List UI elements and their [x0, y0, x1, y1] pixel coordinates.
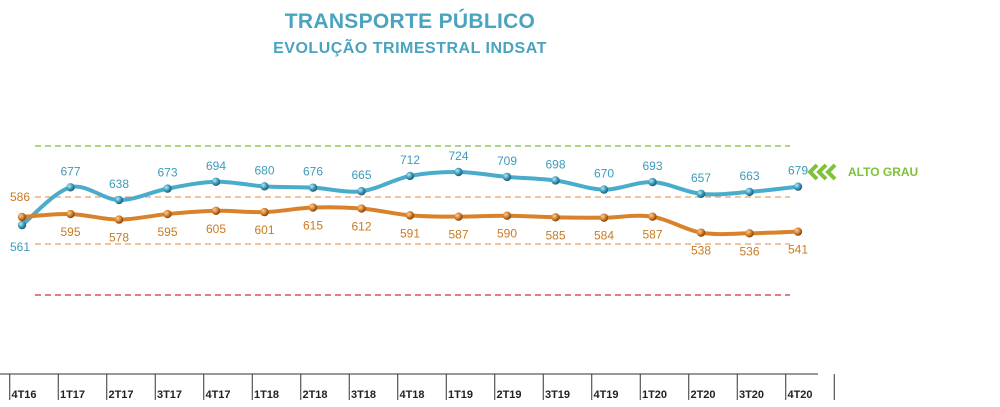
series-blue-point	[66, 183, 75, 192]
series-orange-data-label: 585	[545, 228, 565, 242]
series-blue-data-label: 694	[206, 159, 226, 173]
series-orange-data-label: 586	[10, 190, 30, 204]
series-orange-data-label: 595	[60, 225, 80, 239]
series-orange-point	[454, 212, 463, 221]
series-orange-data-label: 541	[788, 243, 808, 257]
title-block: TRANSPORTE PÚBLICO EVOLUÇÃO TRIMESTRAL I…	[210, 10, 610, 58]
x-tick-label: 1T18	[254, 389, 279, 401]
series-blue-data-label: 561	[10, 240, 30, 254]
series-orange-data-label: 587	[448, 228, 468, 242]
series-blue-data-label: 665	[351, 168, 371, 182]
series-blue-point	[211, 177, 221, 186]
series-layer	[17, 167, 803, 238]
series-orange-data-label: 591	[400, 226, 420, 240]
series-orange-point	[405, 211, 415, 220]
series-orange-point	[357, 204, 366, 213]
series-blue-point	[454, 167, 463, 177]
series-orange-point	[163, 209, 172, 219]
series-orange-point	[551, 213, 560, 222]
x-tick-label: 1T19	[448, 389, 473, 401]
series-orange-point	[66, 209, 75, 219]
x-tick-label: 3T18	[351, 389, 376, 401]
series-blue-data-label: 709	[497, 154, 517, 168]
series-blue-point	[502, 172, 512, 182]
series-orange-point	[745, 229, 754, 238]
series-blue-data-label: 679	[788, 164, 808, 178]
series-orange-data-label: 587	[642, 228, 662, 242]
series-orange-data-label: 536	[739, 244, 759, 258]
series-blue-data-label: 657	[691, 171, 711, 185]
series-orange-data-label: 590	[497, 227, 517, 241]
x-tick-label: 4T17	[205, 389, 230, 401]
x-tick-label: 4T16	[11, 389, 36, 401]
series-orange-point	[648, 212, 657, 221]
series-blue-point	[17, 220, 27, 230]
chevron-left-icon	[816, 163, 828, 181]
series-orange-point	[308, 203, 318, 212]
series-blue-data-label: 638	[109, 177, 129, 191]
series-orange-point	[502, 211, 512, 220]
series-blue-data-label: 693	[642, 159, 662, 173]
x-tick-label: 4T19	[593, 389, 618, 401]
series-orange-point	[114, 215, 124, 224]
series-blue-point	[357, 187, 366, 196]
series-orange-data-label: 605	[206, 222, 226, 236]
x-axis: 4T16 1T17 2T17 3T17 4T17 1T18 2T18 3T18 4T18 1T19…	[0, 373, 835, 401]
x-tick-label: 2T19	[496, 389, 521, 401]
x-tick-label: 3T17	[157, 389, 182, 401]
series-blue-point	[599, 185, 609, 194]
series-orange-data-label: 578	[109, 231, 129, 245]
series-orange-point	[211, 206, 221, 216]
x-tick-label: 2T17	[108, 389, 133, 401]
chart-subtitle: EVOLUÇÃO TRIMESTRAL INDSAT	[273, 40, 547, 57]
series-orange-data-label: 584	[594, 229, 614, 243]
series-blue-point	[648, 177, 657, 187]
x-tick-label: 3T19	[545, 389, 570, 401]
series-orange-point	[17, 212, 27, 222]
x-tick-label: 2T18	[302, 389, 327, 401]
x-tick-label: 1T20	[642, 389, 667, 401]
series-blue-point	[308, 183, 318, 192]
series-orange-data-label: 615	[303, 219, 323, 233]
alto-grau-label: ALTO GRAU	[848, 165, 918, 179]
series-blue-point	[163, 184, 172, 193]
series-blue-data-label: 680	[254, 163, 274, 177]
series-orange-data-label: 612	[351, 220, 371, 234]
series-orange-point	[696, 228, 706, 237]
series-blue-point	[793, 182, 803, 191]
chevron-left-icon	[825, 163, 837, 181]
series-blue-data-label: 676	[303, 165, 323, 179]
alto-grau-marker: ALTO GRAU	[807, 163, 918, 181]
x-tick-label: 3T20	[739, 389, 764, 401]
chart-title: TRANSPORTE PÚBLICO	[284, 10, 536, 33]
series-blue-data-label: 698	[545, 157, 565, 171]
series-blue-data-label: 724	[448, 149, 468, 163]
series-orange-data-label: 601	[254, 223, 274, 237]
series-blue-point	[405, 171, 415, 181]
reference-lines	[35, 145, 790, 296]
series-blue-data-label: 670	[594, 167, 614, 181]
series-blue-point	[260, 182, 269, 191]
x-tick-label: 2T20	[690, 389, 715, 401]
x-tick-label: 4T18	[399, 389, 424, 401]
chevron-left-icon	[807, 163, 819, 181]
series-blue-point	[114, 195, 124, 205]
series-orange-point	[599, 213, 609, 222]
x-tick-label: 1T17	[60, 389, 85, 401]
series-blue-data-label: 663	[739, 169, 759, 183]
x-tick-label: 4T20	[787, 389, 812, 401]
series-blue-data-label: 712	[400, 153, 420, 167]
series-orange-data-label: 538	[691, 244, 711, 258]
series-blue-point	[696, 189, 706, 199]
series-blue-point	[745, 187, 754, 197]
series-orange-data-label: 595	[157, 225, 177, 239]
series-blue-point	[551, 176, 560, 185]
series-blue-data-label: 673	[157, 166, 177, 180]
series-blue-data-label: 677	[60, 164, 80, 178]
series-orange-point	[793, 227, 803, 236]
data-labels: 561 677 638 673 694 680 676 665 712 724 709 698 670 6…	[10, 149, 808, 258]
series-orange-point	[260, 207, 269, 217]
